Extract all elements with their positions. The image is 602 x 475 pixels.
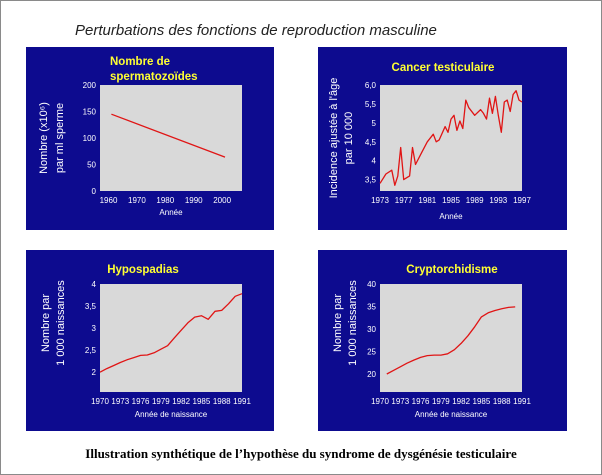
x-tick-label: 1990 <box>185 196 203 205</box>
plot-area <box>100 284 242 392</box>
y-axis-label-line: par ml sperme <box>54 103 66 173</box>
panel-testicular-cancer: Cancer testiculaire 3,5 4 4,5 5 5,5 6,0 1973 197… <box>318 47 567 230</box>
y-axis-label-line: par 10 000 <box>343 112 355 165</box>
x-tick-label: 1976 <box>132 397 150 406</box>
x-tick-label: 1970 <box>91 397 109 406</box>
y-tick-label: 35 <box>367 303 376 312</box>
x-tick-label: 1985 <box>193 397 211 406</box>
y-tick-label: 50 <box>87 161 96 170</box>
x-tick-label: 1960 <box>100 196 118 205</box>
x-tick-label: 1976 <box>412 397 430 406</box>
y-axis-label-line: Nombre par <box>40 294 52 352</box>
x-tick-label: 1991 <box>513 397 531 406</box>
series-line <box>386 306 516 375</box>
y-tick-label: 3,5 <box>365 176 377 185</box>
x-tick-label: 1991 <box>233 397 251 406</box>
y-tick-label: 40 <box>367 280 376 289</box>
x-tick-label: 1979 <box>432 397 450 406</box>
panel-title-line: spermatozoïdes <box>110 71 198 83</box>
x-tick-label: 1973 <box>391 397 409 406</box>
y-tick-label: 6,0 <box>365 81 377 90</box>
x-tick-label: 1973 <box>371 196 389 205</box>
series-line <box>99 293 243 373</box>
y-tick-label: 150 <box>83 108 97 117</box>
y-tick-label: 5 <box>372 119 377 128</box>
y-tick-label: 30 <box>367 325 376 334</box>
y-tick-label: 4 <box>372 157 377 166</box>
x-tick-label: 1970 <box>128 196 146 205</box>
y-tick-label: 100 <box>83 134 97 143</box>
y-tick-label: 2,5 <box>85 346 97 355</box>
x-tick-label: 1981 <box>418 196 436 205</box>
y-tick-label: 25 <box>367 348 376 357</box>
x-tick-label: 1980 <box>156 196 174 205</box>
panel-hypospadias: Hypospadias 2 2,5 3 3,5 4 1970 1973 1976 1979 1982… <box>26 250 274 431</box>
x-tick-label: 1988 <box>493 397 511 406</box>
y-tick-label: 20 <box>367 370 376 379</box>
y-tick-label: 3 <box>92 324 97 333</box>
y-axis-label-line: 1 000 naissances <box>347 280 359 366</box>
series-line <box>111 113 226 158</box>
y-tick-label: 2 <box>92 368 97 377</box>
plot-area <box>380 85 522 191</box>
page-title: Perturbations des fonctions de reproduct… <box>75 22 437 39</box>
y-tick-label: 4,5 <box>365 138 377 147</box>
series-line <box>379 90 523 186</box>
x-tick-label: 1982 <box>172 397 190 406</box>
panel-title-line: Nombre de <box>110 56 170 68</box>
panel-cryptorchidism: Cryptorchidisme 20 25 30 35 40 1970 1973 1976 197… <box>318 250 567 431</box>
x-tick-label: 1977 <box>395 196 413 205</box>
x-tick-label: 1988 <box>213 397 231 406</box>
x-tick-label: 1970 <box>371 397 389 406</box>
panel-title-line: Cryptorchidisme <box>406 264 497 276</box>
plot-area <box>380 284 522 392</box>
x-axis-label: Année de naissance <box>135 410 208 419</box>
x-axis-label: Année de naissance <box>415 410 488 419</box>
y-tick-label: 3,5 <box>85 302 97 311</box>
x-tick-label: 1979 <box>152 397 170 406</box>
x-axis-label: Année <box>439 212 463 221</box>
y-tick-label: 0 <box>92 187 97 196</box>
figure-caption: Illustration synthétique de l’hypothèse … <box>85 446 517 461</box>
x-tick-label: 1989 <box>466 196 484 205</box>
panel-title-line: Cancer testiculaire <box>392 62 495 74</box>
x-tick-label: 1982 <box>452 397 470 406</box>
panel-sperm-count: Nombre de spermatozoïdes 0 50 100 150 200 1960 1… <box>26 47 274 230</box>
x-tick-label: 1985 <box>442 196 460 205</box>
y-axis-label-line: Incidence ajustée à l'âge <box>328 78 340 199</box>
x-tick-label: 1973 <box>111 397 129 406</box>
y-axis-label-line: Nombre par <box>332 294 344 352</box>
x-tick-label: 2000 <box>213 196 231 205</box>
x-axis-label: Année <box>159 208 183 217</box>
y-axis-label-line: Nombre (x10⁶) <box>38 102 50 174</box>
plot-area <box>100 85 242 191</box>
x-tick-label: 1993 <box>489 196 507 205</box>
y-axis-label-line: 1 000 naissances <box>55 280 67 366</box>
y-tick-label: 5,5 <box>365 100 377 109</box>
y-tick-label: 200 <box>83 81 97 90</box>
y-tick-label: 4 <box>92 280 97 289</box>
panel-title-line: Hypospadias <box>107 264 179 276</box>
x-tick-label: 1997 <box>513 196 531 205</box>
x-tick-label: 1985 <box>473 397 491 406</box>
